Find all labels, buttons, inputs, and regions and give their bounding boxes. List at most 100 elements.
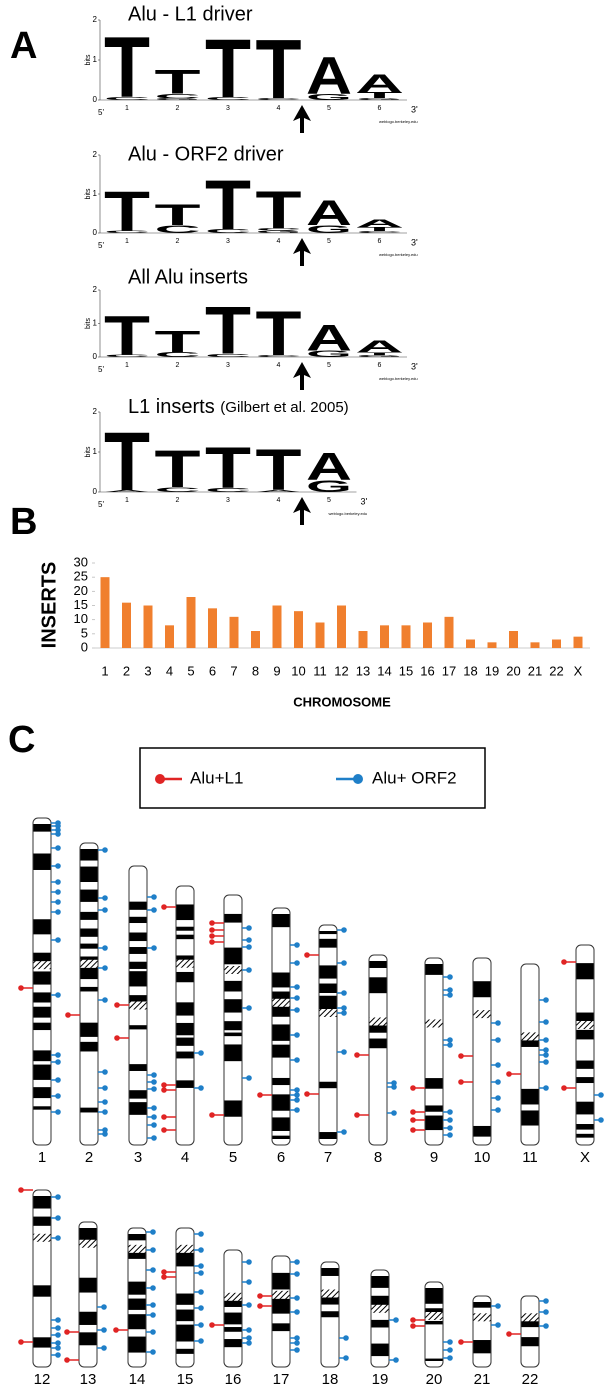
insert-dot [495,1303,501,1309]
insert-marker [491,1095,501,1101]
chromosome-label: 20 [426,1371,443,1388]
chromosome-label: 10 [474,1149,491,1166]
position-label: 3 [226,362,230,369]
insert-marker [410,1323,425,1329]
position-label: 3 [226,238,230,245]
band [176,1002,194,1016]
band [80,967,98,980]
insert-marker [18,985,33,991]
insert-dot [294,1340,300,1346]
insert-marker [458,1053,473,1059]
chromosome-label: 9 [430,1149,438,1166]
insert-dot [543,1019,549,1025]
title: L1 inserts [128,396,215,418]
band [176,1348,194,1354]
insert-marker [491,1037,501,1043]
insert-dot [55,1194,61,1200]
insert-marker [98,1127,108,1133]
band [176,1037,194,1046]
insert-dot [209,933,215,939]
insert-dot [543,1047,549,1053]
insert-marker [491,1020,501,1026]
bar [100,577,110,648]
insert-dot [246,1327,252,1333]
logo-letter-group: T [357,351,403,356]
insert-dot [246,967,252,973]
position-label: 4 [277,238,281,245]
band [128,1281,146,1295]
x-tick-label: 13 [356,663,370,678]
logo-letter-group: T [357,226,403,232]
insert-dot [55,827,61,833]
band [129,995,147,1005]
position-label: 6 [378,105,382,112]
bar [444,616,454,648]
insert-marker [290,1087,300,1093]
insert-dot [393,1317,399,1323]
insert-marker [443,1037,453,1043]
insert-marker [337,1129,347,1135]
logo-letter-group: A [306,194,352,233]
band [80,1107,98,1113]
insert-marker [161,1127,176,1133]
insert-dot [150,1267,156,1273]
logo-letter-group: G [306,477,352,495]
insert-dot [294,1032,300,1038]
logo-letter: T [155,325,201,359]
band [319,1132,337,1139]
insert-dot [55,845,61,851]
centromere [521,1313,539,1322]
insert-marker [65,1012,80,1018]
insert-marker [337,1005,347,1011]
insert-dot [151,945,157,951]
insert-dot [495,1095,501,1101]
band [33,992,51,1003]
logo-letter-group: A [357,217,403,229]
logo-letter-group: C [104,230,150,234]
insert-dot [151,1122,157,1128]
insert-marker [443,1132,453,1138]
insert-dot [543,1309,549,1315]
end-label: 5' [98,500,104,509]
chromosome-label: 11 [522,1149,538,1166]
insert-marker [194,1338,204,1344]
insert-marker [561,959,576,965]
insert-marker [242,1279,252,1285]
x-tick-label: 8 [252,663,259,678]
insert-marker [491,1303,501,1309]
centromere [33,1233,51,1242]
insert-dot [246,1075,252,1081]
end-label: 3' [411,104,418,114]
chromosome [370,1269,390,1368]
insert-marker [337,1049,347,1055]
centromere [272,998,290,1007]
insert-marker [51,1215,61,1221]
y-tick-label: 0 [81,639,88,654]
position-label: 6 [378,362,382,369]
band [129,971,147,987]
logo-letter-group: T [205,294,251,369]
insert-marker [410,1127,425,1133]
logo-letter-group: A [306,445,352,488]
y-tick-label: 2 [93,407,98,416]
band [128,1298,146,1310]
insert-dot [447,1117,453,1123]
insert-dot [447,987,453,993]
band [224,1021,242,1031]
insert-dot [506,1331,512,1337]
band [80,1041,98,1052]
insert-marker [51,909,61,915]
logo-letter-group: T [256,24,302,118]
insert-dot [209,1112,215,1118]
insert-dot [341,1129,347,1135]
insert-dot [150,1349,156,1355]
insert-dot [55,879,61,885]
insert-dot [64,1329,70,1335]
band [425,1115,443,1131]
y-tick-label: 0 [93,95,98,104]
x-tick-label: 22 [549,663,563,678]
insert-marker [290,1032,300,1038]
legend-dot [155,774,165,784]
insert-dot [391,1110,397,1116]
bar [401,625,411,648]
